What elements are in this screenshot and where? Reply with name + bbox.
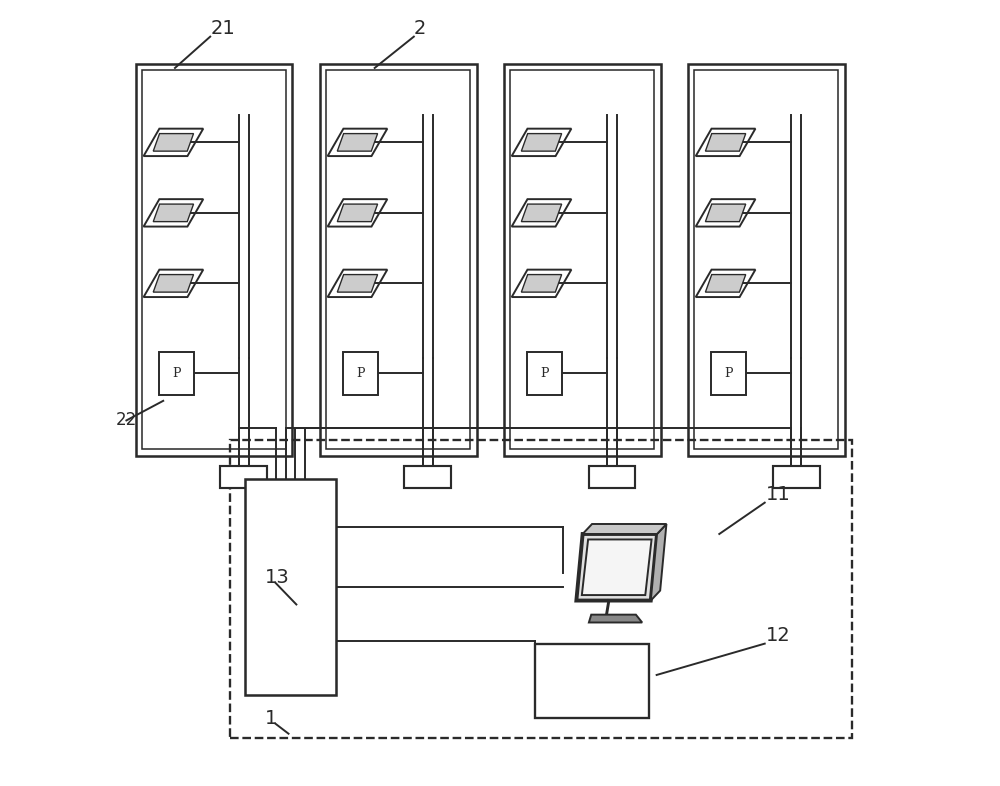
Text: 2: 2 <box>414 20 426 39</box>
Polygon shape <box>153 134 194 151</box>
Text: 21: 21 <box>210 20 235 39</box>
Text: 22: 22 <box>116 411 137 429</box>
Polygon shape <box>521 274 562 292</box>
Text: 12: 12 <box>766 626 791 645</box>
Text: P: P <box>540 367 549 380</box>
Polygon shape <box>337 134 378 151</box>
Bar <box>527 352 562 395</box>
Bar <box>326 70 470 450</box>
Text: P: P <box>724 367 733 380</box>
Bar <box>320 64 477 456</box>
Text: P: P <box>356 367 365 380</box>
Polygon shape <box>576 534 657 601</box>
Polygon shape <box>153 274 194 292</box>
Polygon shape <box>705 134 746 151</box>
Bar <box>404 466 451 488</box>
Bar <box>510 70 654 450</box>
Polygon shape <box>521 204 562 222</box>
Polygon shape <box>153 204 194 222</box>
Bar <box>589 466 635 488</box>
Text: 11: 11 <box>766 485 791 505</box>
Bar <box>773 466 820 488</box>
Bar <box>142 70 286 450</box>
Bar <box>711 352 746 395</box>
Polygon shape <box>337 204 378 222</box>
Bar <box>504 64 661 456</box>
Polygon shape <box>651 524 666 601</box>
Bar <box>688 64 845 456</box>
Bar <box>343 352 378 395</box>
Bar <box>136 64 292 456</box>
Bar <box>245 479 336 695</box>
Text: P: P <box>172 367 181 380</box>
Polygon shape <box>521 134 562 151</box>
Bar <box>694 70 838 450</box>
Polygon shape <box>582 539 652 595</box>
Bar <box>159 352 194 395</box>
Polygon shape <box>705 204 746 222</box>
Polygon shape <box>337 274 378 292</box>
Bar <box>220 466 267 488</box>
Bar <box>535 644 649 718</box>
Polygon shape <box>705 274 746 292</box>
Text: 13: 13 <box>265 567 290 586</box>
Polygon shape <box>583 524 666 534</box>
Polygon shape <box>589 615 642 623</box>
Text: 1: 1 <box>265 708 277 728</box>
Bar <box>230 440 852 737</box>
